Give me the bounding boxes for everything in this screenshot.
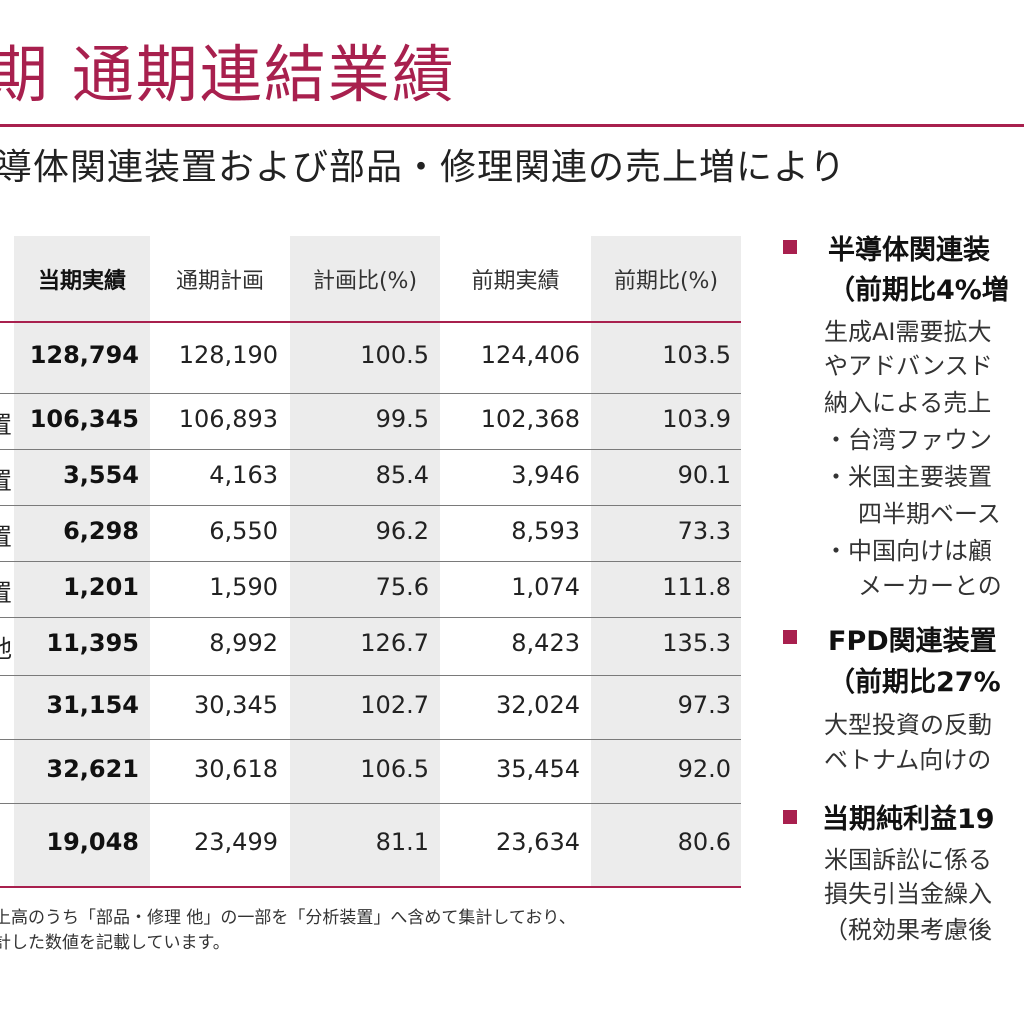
row-label: 置 xyxy=(0,573,12,608)
cell-plan: 6,550 xyxy=(209,517,278,545)
section-fpd-heading: FPD関連装置 xyxy=(828,626,997,657)
semiconductor-text-line: 納入による売上 xyxy=(824,389,992,417)
col-header-plan-ratio: 計画比(%) xyxy=(312,269,418,294)
cell-current: 19,048 xyxy=(46,828,139,856)
row-divider xyxy=(0,617,741,618)
cell-plan: 4,163 xyxy=(209,461,278,489)
cell-yoy-ratio: 92.0 xyxy=(677,755,731,783)
cell-plan: 30,345 xyxy=(194,691,278,719)
cell-plan: 30,618 xyxy=(194,755,278,783)
row-label: 置 xyxy=(0,517,12,552)
cell-prior: 124,406 xyxy=(480,341,580,369)
cell-plan: 23,499 xyxy=(194,828,278,856)
row-divider xyxy=(0,739,741,740)
section-semiconductor-subheading: （前期比4%増 xyxy=(828,275,1009,306)
semiconductor-text-line: ・中国向けは顧 xyxy=(824,537,992,565)
cell-prior: 35,454 xyxy=(496,755,580,783)
cell-yoy-ratio: 97.3 xyxy=(677,691,731,719)
cell-plan: 8,992 xyxy=(209,629,278,657)
row-label: 置 xyxy=(0,405,12,440)
section-net-income-heading: 当期純利益19 xyxy=(822,804,995,835)
col-header-prior-result: 前期実績 xyxy=(471,269,560,294)
cell-current: 3,554 xyxy=(63,461,139,489)
fpd-text-line: 大型投資の反動 xyxy=(824,711,992,739)
semiconductor-text-line: メーカーとの xyxy=(858,572,1002,600)
cell-current: 6,298 xyxy=(63,517,139,545)
row-label: 他 xyxy=(0,629,12,664)
cell-prior: 32,024 xyxy=(496,691,580,719)
semiconductor-text-line: 四半期ベース xyxy=(858,500,1001,528)
cell-current: 106,345 xyxy=(29,405,139,433)
cell-plan-ratio: 85.4 xyxy=(375,461,429,489)
cell-prior: 8,593 xyxy=(511,517,580,545)
cell-current: 11,395 xyxy=(46,629,139,657)
bullet-square-icon xyxy=(783,810,797,824)
footnote-line-2: 計した数値を記載しています。 xyxy=(0,933,230,953)
cell-current: 1,201 xyxy=(63,573,139,601)
page-title: 期 通期連結業績 xyxy=(0,38,456,111)
row-divider xyxy=(0,675,741,676)
row-divider xyxy=(0,505,741,506)
cell-plan-ratio: 106.5 xyxy=(360,755,429,783)
table-bottom-rule xyxy=(0,886,741,888)
cell-plan-ratio: 81.1 xyxy=(375,828,429,856)
cell-yoy-ratio: 103.9 xyxy=(662,405,731,433)
net-income-text-line: （税効果考慮後 xyxy=(824,916,992,944)
cell-yoy-ratio: 111.8 xyxy=(662,573,731,601)
semiconductor-text-line: ・米国主要装置 xyxy=(824,463,992,491)
cell-yoy-ratio: 135.3 xyxy=(662,629,731,657)
semiconductor-text-line: 生成AI需要拡大 xyxy=(824,318,992,346)
cell-plan: 106,893 xyxy=(178,405,278,433)
cell-plan-ratio: 100.5 xyxy=(360,341,429,369)
row-divider xyxy=(0,561,741,562)
row-divider xyxy=(0,449,741,450)
cell-plan-ratio: 126.7 xyxy=(360,629,429,657)
page-subtitle: 導体関連装置および部品・修理関連の売上増により xyxy=(0,147,847,188)
cell-yoy-ratio: 80.6 xyxy=(677,828,731,856)
net-income-text-line: 損失引当金繰入 xyxy=(824,880,992,908)
row-divider xyxy=(0,803,741,804)
row-divider xyxy=(0,393,741,394)
net-income-text-line: 米国訴訟に係る xyxy=(824,846,992,874)
column-shade-current xyxy=(14,236,150,888)
cell-yoy-ratio: 73.3 xyxy=(677,517,731,545)
cell-prior: 3,946 xyxy=(511,461,580,489)
col-header-current-result: 当期実績 xyxy=(37,269,126,294)
cell-current: 128,794 xyxy=(29,341,139,369)
cell-current: 31,154 xyxy=(46,691,139,719)
cell-plan-ratio: 96.2 xyxy=(375,517,429,545)
col-header-annual-plan: 通期計画 xyxy=(175,269,264,294)
cell-plan-ratio: 99.5 xyxy=(375,405,429,433)
cell-plan-ratio: 75.6 xyxy=(375,573,429,601)
title-divider xyxy=(0,124,1024,127)
section-fpd-subheading: （前期比27% xyxy=(828,667,1001,698)
section-semiconductor-heading: 半導体関連装 xyxy=(828,235,990,266)
cell-prior: 1,074 xyxy=(511,573,580,601)
bullet-square-icon xyxy=(783,630,797,644)
bullet-square-icon xyxy=(783,240,797,254)
semiconductor-text-line: ・台湾ファウン xyxy=(824,426,992,454)
cell-current: 32,621 xyxy=(46,755,139,783)
col-header-yoy-ratio: 前期比(%) xyxy=(613,269,719,294)
cell-plan: 128,190 xyxy=(178,341,278,369)
cell-plan: 1,590 xyxy=(209,573,278,601)
column-shade-plan-ratio xyxy=(290,236,440,888)
header-divider xyxy=(0,321,741,323)
footnote-line-1: 上高のうち「部品・修理 他」の一部を「分析装置」へ含めて集計しており、 xyxy=(0,908,576,928)
semiconductor-text-line: やアドバンスド xyxy=(824,352,993,380)
cell-prior: 23,634 xyxy=(496,828,580,856)
row-label: 置 xyxy=(0,461,12,496)
cell-plan-ratio: 102.7 xyxy=(360,691,429,719)
fpd-text-line: ベトナム向けの xyxy=(824,746,992,774)
cell-yoy-ratio: 90.1 xyxy=(677,461,731,489)
cell-prior: 102,368 xyxy=(480,405,580,433)
cell-yoy-ratio: 103.5 xyxy=(662,341,731,369)
column-shade-yoy-ratio xyxy=(591,236,741,888)
cell-prior: 8,423 xyxy=(511,629,580,657)
